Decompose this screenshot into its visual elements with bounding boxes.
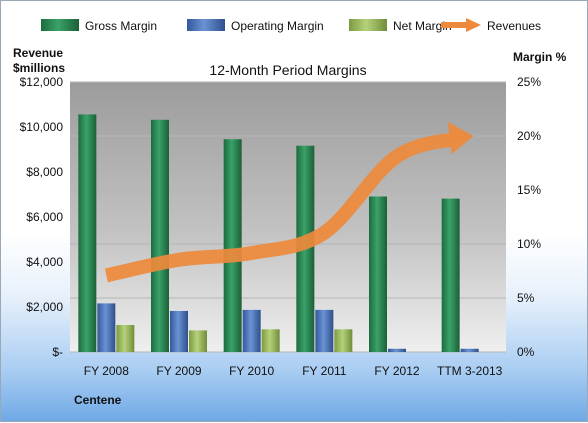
right-tick-label: 5%	[517, 291, 535, 305]
left-tick-label: $4,000	[26, 255, 63, 269]
right-tick-label: 10%	[517, 237, 541, 251]
plot-area	[70, 82, 506, 352]
bar-operating-margin	[460, 348, 479, 352]
bar-net-margin	[189, 330, 207, 352]
right-tick-label: 20%	[517, 129, 541, 143]
bar-gross-margin	[441, 198, 460, 352]
left-tick-label: $10,000	[20, 120, 64, 134]
legend-label-net-margin: Net Margin	[393, 19, 452, 33]
bar-net-margin	[334, 329, 353, 352]
left-tick-label: $6,000	[26, 210, 63, 224]
bar-operating-margin	[388, 348, 406, 352]
bar-gross-margin	[78, 114, 97, 353]
legend-label-operating-margin: Operating Margin	[231, 19, 324, 33]
right-tick-label: 25%	[517, 75, 541, 89]
legend: Gross Margin Operating Margin Net Margin…	[41, 18, 541, 33]
legend-swatch-gross-margin	[41, 19, 79, 31]
bar-operating-margin	[97, 303, 116, 352]
left-axis-title-line1: Revenue	[13, 46, 63, 60]
bar-gross-margin	[223, 139, 242, 352]
axes-layer: $- $2,000 $4,000 $6,000 $8,000 $10,000 $12,000…	[20, 75, 542, 378]
bar-net-margin	[261, 329, 280, 352]
revenues-arrowhead	[447, 122, 474, 154]
category-label: FY 2010	[229, 364, 274, 378]
legend-swatch-net-margin	[349, 19, 387, 31]
bar-layer	[78, 114, 479, 353]
legend-swatch-revenues-head	[466, 18, 481, 32]
bar-operating-margin	[315, 309, 334, 352]
right-tick-label: 15%	[517, 183, 541, 197]
legend-swatch-operating-margin	[187, 19, 225, 31]
left-tick-label: $-	[52, 345, 63, 359]
category-label: FY 2008	[84, 364, 129, 378]
bar-gross-margin	[151, 119, 169, 352]
category-label: TTM 3-2013	[437, 364, 503, 378]
right-axis-title: Margin %	[513, 50, 567, 64]
bar-gross-margin	[369, 196, 387, 352]
company-label: Centene	[74, 393, 122, 407]
category-label: FY 2012	[374, 364, 419, 378]
left-tick-label: $2,000	[26, 300, 63, 314]
legend-label-revenues: Revenues	[487, 19, 541, 33]
left-tick-label: $8,000	[26, 165, 63, 179]
right-tick-label: 0%	[517, 345, 535, 359]
revenues-arrow	[104, 132, 465, 283]
left-axis-title-line2: $millions	[13, 61, 65, 75]
category-label: FY 2009	[156, 364, 201, 378]
bar-operating-margin	[170, 310, 188, 352]
bar-net-margin	[116, 325, 135, 352]
legend-label-gross-margin: Gross Margin	[85, 19, 157, 33]
bar-operating-margin	[242, 309, 261, 352]
category-label: FY 2011	[302, 364, 347, 378]
chart-title: 12-Month Period Margins	[209, 62, 366, 78]
left-tick-label: $12,000	[20, 75, 64, 89]
